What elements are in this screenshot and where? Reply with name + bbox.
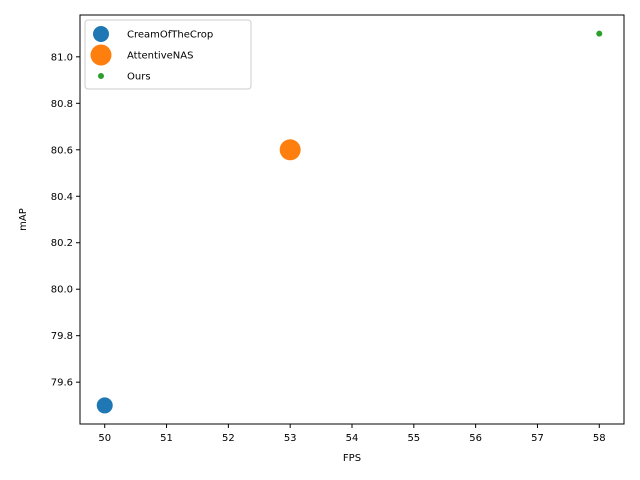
x-tick-label: 57: [531, 433, 544, 444]
x-tick-label: 52: [222, 433, 235, 444]
y-axis-title: mAP: [18, 208, 29, 231]
legend-label: AttentiveNAS: [127, 51, 193, 62]
x-tick-label: 53: [284, 433, 297, 444]
y-tick-label: 80.8: [51, 99, 73, 110]
plot-frame: [79, 14, 625, 425]
x-tick-label: 50: [98, 433, 111, 444]
x-tick-label: 56: [469, 433, 482, 444]
legend-marker-attentivenas: [90, 44, 112, 66]
y-tick-label: 80.2: [51, 238, 73, 249]
y-tick-label: 81.0: [51, 52, 73, 63]
x-axis-title: FPS: [343, 453, 361, 464]
x-tick-label: 55: [407, 433, 420, 444]
legend-box: [84, 19, 252, 90]
legend-marker-creamofthecrop: [93, 26, 109, 42]
y-tick-label: 80.6: [51, 145, 73, 156]
x-tick-label: 51: [160, 433, 173, 444]
y-tick-label: 80.0: [51, 285, 73, 296]
y-tick-label: 79.8: [51, 331, 73, 342]
legend: CreamOfTheCrop AttentiveNAS Ours: [84, 19, 252, 90]
y-tick-label: 80.4: [51, 192, 73, 203]
legend-label: CreamOfTheCrop: [127, 30, 213, 41]
data-point-ours: [596, 30, 603, 37]
legend-marker-ours: [98, 73, 104, 79]
x-tick-label: 58: [593, 433, 606, 444]
x-tick-label: 54: [346, 433, 359, 444]
x-axis-ticks: 50 51 52 53 54 55 56 57 58: [98, 424, 606, 444]
data-point-creamofthecrop: [96, 397, 113, 414]
data-point-attentivenas: [279, 139, 301, 161]
legend-label: Ours: [127, 72, 151, 83]
data-points: [96, 30, 603, 414]
y-tick-label: 79.6: [51, 378, 73, 389]
y-axis-ticks: 79.6 79.8 80.0 80.2 80.4 80.6 80.8 81.0: [51, 52, 80, 389]
